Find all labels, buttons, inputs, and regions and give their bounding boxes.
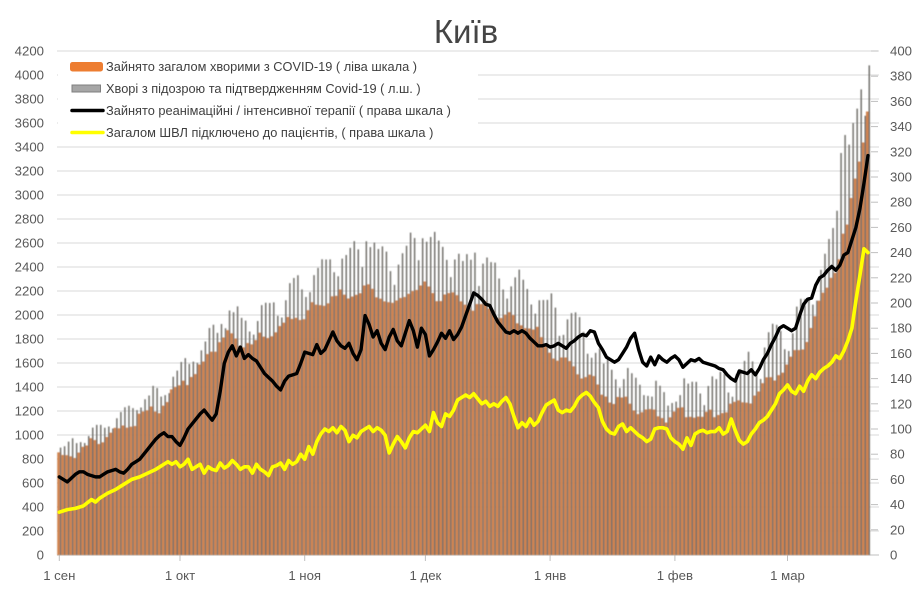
svg-text:320: 320 — [890, 144, 912, 159]
svg-text:1800: 1800 — [15, 332, 44, 347]
svg-text:140: 140 — [890, 371, 912, 386]
svg-text:60: 60 — [890, 472, 905, 487]
svg-text:2200: 2200 — [15, 284, 44, 299]
svg-text:1600: 1600 — [15, 356, 44, 371]
svg-text:Зайнято реанімаційні / інтенси: Зайнято реанімаційні / інтенсивної терап… — [106, 103, 451, 118]
svg-text:1 фев: 1 фев — [657, 568, 693, 583]
svg-text:260: 260 — [890, 220, 912, 235]
svg-text:2000: 2000 — [15, 308, 44, 323]
svg-text:1 сен: 1 сен — [43, 568, 75, 583]
svg-text:340: 340 — [890, 119, 912, 134]
svg-text:220: 220 — [890, 270, 912, 285]
svg-text:2600: 2600 — [15, 236, 44, 251]
svg-text:3800: 3800 — [15, 92, 44, 107]
svg-text:1 мар: 1 мар — [770, 568, 805, 583]
svg-text:800: 800 — [22, 452, 44, 467]
svg-text:1400: 1400 — [15, 380, 44, 395]
svg-text:400: 400 — [22, 500, 44, 515]
svg-text:600: 600 — [22, 476, 44, 491]
svg-text:200: 200 — [890, 296, 912, 311]
svg-text:20: 20 — [890, 522, 905, 537]
svg-text:300: 300 — [890, 170, 912, 185]
svg-text:280: 280 — [890, 195, 912, 210]
svg-text:2400: 2400 — [15, 260, 44, 275]
svg-text:180: 180 — [890, 321, 912, 336]
svg-text:3200: 3200 — [15, 164, 44, 179]
svg-text:3400: 3400 — [15, 140, 44, 155]
svg-text:Загалом ШВЛ підключено до пац: Загалом ШВЛ підключено до пацієнтів, ( п… — [106, 125, 433, 140]
svg-text:1 окт: 1 окт — [165, 568, 195, 583]
svg-text:1 янв: 1 янв — [534, 568, 566, 583]
svg-text:380: 380 — [890, 69, 912, 84]
svg-text:200: 200 — [22, 524, 44, 539]
svg-text:1 ноя: 1 ноя — [288, 568, 321, 583]
svg-text:80: 80 — [890, 447, 905, 462]
svg-text:0: 0 — [890, 548, 897, 563]
svg-text:4000: 4000 — [15, 68, 44, 83]
svg-text:Київ: Київ — [434, 13, 498, 50]
svg-text:160: 160 — [890, 346, 912, 361]
svg-text:120: 120 — [890, 396, 912, 411]
svg-text:4200: 4200 — [15, 44, 44, 59]
svg-text:1 дек: 1 дек — [410, 568, 442, 583]
svg-text:3600: 3600 — [15, 116, 44, 131]
svg-text:2800: 2800 — [15, 212, 44, 227]
svg-text:240: 240 — [890, 245, 912, 260]
svg-text:3000: 3000 — [15, 188, 44, 203]
svg-text:360: 360 — [890, 94, 912, 109]
svg-text:1200: 1200 — [15, 404, 44, 419]
svg-text:1000: 1000 — [15, 428, 44, 443]
svg-text:100: 100 — [890, 422, 912, 437]
svg-text:400: 400 — [890, 44, 912, 59]
svg-text:40: 40 — [890, 497, 905, 512]
svg-text:0: 0 — [37, 548, 44, 563]
svg-text:Зайнято загалом хворими з COVI: Зайнято загалом хворими з COVID-19 ( лів… — [106, 59, 417, 74]
svg-text:Хворі з підозрою та підтвердже: Хворі з підозрою та підтвердженням Covid… — [106, 81, 421, 96]
